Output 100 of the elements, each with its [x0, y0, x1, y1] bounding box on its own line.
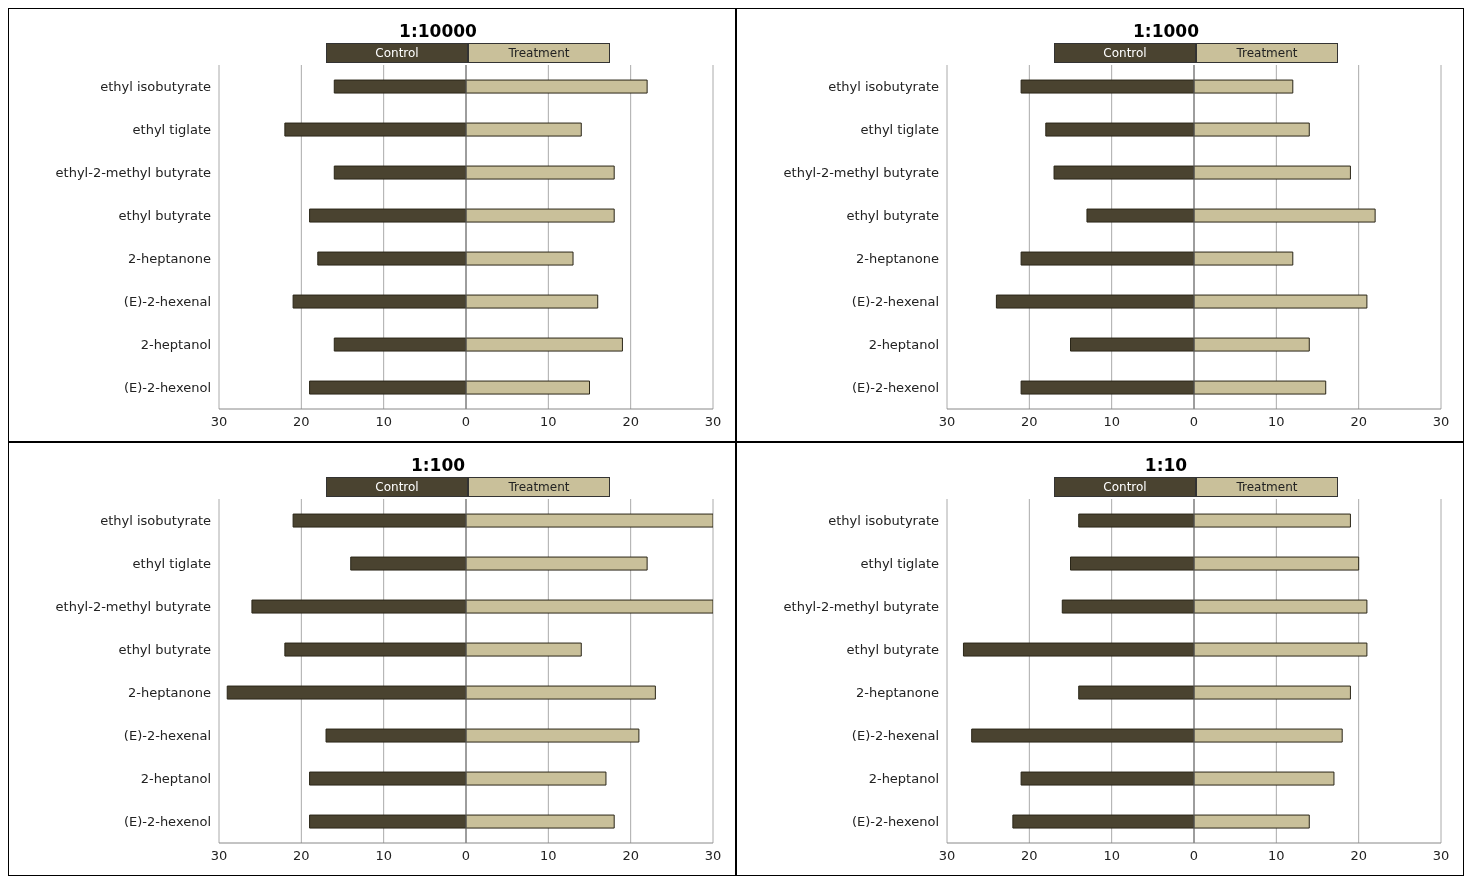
y-tick-label: 2-heptanone	[128, 251, 211, 267]
x-tick-label: 0	[1189, 414, 1199, 430]
y-tick-label: 2-heptanone	[856, 685, 939, 701]
x-tick-label: 30	[210, 414, 228, 430]
bar	[309, 771, 467, 786]
bar	[292, 294, 467, 309]
bar	[333, 165, 467, 180]
bar	[465, 294, 599, 309]
bar	[325, 728, 467, 743]
bar	[1193, 814, 1310, 829]
bar	[284, 642, 467, 657]
bar	[1193, 165, 1351, 180]
bar	[1070, 556, 1195, 571]
bar	[465, 814, 615, 829]
y-tick-label: ethyl butyrate	[118, 642, 211, 658]
bar	[309, 380, 467, 395]
bar	[1045, 122, 1195, 137]
y-tick-label: ethyl-2-methyl butyrate	[55, 165, 211, 181]
x-tick-label: 30	[938, 848, 956, 864]
bar	[333, 79, 467, 94]
x-tick-label: 20	[293, 414, 310, 430]
x-tick-label: 20	[622, 848, 639, 864]
x-tick-label: 30	[1432, 414, 1450, 430]
bar	[995, 294, 1195, 309]
bar	[465, 122, 582, 137]
bar	[309, 814, 467, 829]
bar	[1193, 337, 1310, 352]
bar	[465, 165, 615, 180]
series-label: Control	[1054, 477, 1196, 497]
x-tick-label: 10	[1268, 848, 1285, 864]
x-tick-label: 0	[461, 414, 471, 430]
bar	[1193, 771, 1335, 786]
bar	[251, 599, 467, 614]
bar	[1070, 337, 1195, 352]
y-tick-label: ethyl tiglate	[132, 556, 211, 572]
bar	[284, 122, 467, 137]
y-tick-label: (E)-2-hexenal	[123, 294, 211, 310]
y-tick-label: ethyl-2-methyl butyrate	[783, 599, 939, 615]
x-tick-label: 10	[1103, 848, 1120, 864]
bar	[226, 685, 467, 700]
y-tick-label: ethyl butyrate	[846, 642, 939, 658]
chart-title: 1:100	[409, 455, 467, 475]
x-tick-label: 20	[1350, 414, 1367, 430]
bar	[1193, 208, 1376, 223]
bar	[1020, 79, 1195, 94]
bar	[971, 728, 1195, 743]
bar	[1053, 165, 1195, 180]
bar	[465, 642, 582, 657]
x-tick-label: 10	[375, 414, 392, 430]
y-tick-label: ethyl butyrate	[846, 208, 939, 224]
y-tick-label: 2-heptanone	[856, 251, 939, 267]
y-tick-label: (E)-2-hexenal	[851, 294, 939, 310]
y-tick-label: 2-heptanol	[140, 337, 211, 353]
y-tick-label: ethyl butyrate	[118, 208, 211, 224]
bar	[1193, 685, 1351, 700]
y-tick-label: 2-heptanol	[140, 771, 211, 787]
y-tick-label: ethyl isobutyrate	[100, 513, 211, 529]
y-tick-label: 2-heptanone	[128, 685, 211, 701]
y-tick-label: ethyl tiglate	[860, 556, 939, 572]
x-tick-label: 30	[210, 848, 228, 864]
bar	[1061, 599, 1195, 614]
x-tick-label: 20	[293, 848, 310, 864]
bar	[465, 685, 656, 700]
bar	[465, 251, 574, 266]
bar	[1193, 122, 1310, 137]
bar	[1078, 513, 1195, 528]
bar	[1193, 294, 1368, 309]
bar	[1086, 208, 1195, 223]
chart-title: 1:1000	[1132, 21, 1200, 41]
y-tick-label: ethyl isobutyrate	[100, 79, 211, 95]
x-tick-label: 30	[938, 414, 956, 430]
bar	[465, 208, 615, 223]
series-label: Control	[326, 477, 468, 497]
bar	[1193, 251, 1294, 266]
bar	[465, 728, 640, 743]
chart-title: 1:10000	[398, 21, 478, 41]
series-label: Treatment	[468, 43, 610, 63]
y-tick-label: (E)-2-hexenal	[851, 728, 939, 744]
x-tick-label: 20	[1350, 848, 1367, 864]
x-tick-label: 30	[1432, 848, 1450, 864]
bar	[317, 251, 467, 266]
y-tick-label: 2-heptanol	[868, 771, 939, 787]
bar	[465, 513, 713, 528]
bar	[292, 513, 467, 528]
x-tick-label: 10	[540, 414, 557, 430]
bar	[465, 380, 590, 395]
series-label: Control	[1054, 43, 1196, 63]
bar	[1020, 251, 1195, 266]
bar	[465, 337, 623, 352]
x-tick-label: 0	[461, 848, 471, 864]
bar	[309, 208, 467, 223]
series-label: Treatment	[1196, 43, 1338, 63]
bar	[1193, 728, 1343, 743]
y-tick-label: (E)-2-hexenol	[123, 814, 211, 830]
x-tick-label: 20	[1021, 414, 1038, 430]
bar	[465, 771, 607, 786]
series-label: Control	[326, 43, 468, 63]
bar	[1193, 380, 1327, 395]
bar	[962, 642, 1195, 657]
x-tick-label: 10	[375, 848, 392, 864]
